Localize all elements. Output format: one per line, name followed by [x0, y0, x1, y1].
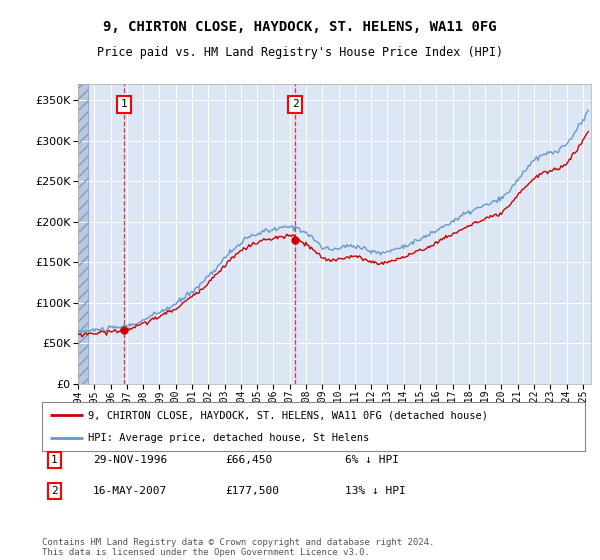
Text: Price paid vs. HM Land Registry's House Price Index (HPI): Price paid vs. HM Land Registry's House … — [97, 46, 503, 59]
Text: 16-MAY-2007: 16-MAY-2007 — [93, 486, 167, 496]
Bar — [78, 84, 88, 384]
Text: £177,500: £177,500 — [225, 486, 279, 496]
Text: 9, CHIRTON CLOSE, HAYDOCK, ST. HELENS, WA11 0FG: 9, CHIRTON CLOSE, HAYDOCK, ST. HELENS, W… — [103, 20, 497, 34]
Text: 6% ↓ HPI: 6% ↓ HPI — [345, 455, 399, 465]
Text: HPI: Average price, detached house, St Helens: HPI: Average price, detached house, St H… — [88, 433, 370, 443]
Text: 29-NOV-1996: 29-NOV-1996 — [93, 455, 167, 465]
Bar — [78, 84, 88, 384]
Text: 13% ↓ HPI: 13% ↓ HPI — [345, 486, 406, 496]
Text: 1: 1 — [121, 99, 128, 109]
Text: 9, CHIRTON CLOSE, HAYDOCK, ST. HELENS, WA11 0FG (detached house): 9, CHIRTON CLOSE, HAYDOCK, ST. HELENS, W… — [88, 410, 488, 421]
Text: Contains HM Land Registry data © Crown copyright and database right 2024.
This d: Contains HM Land Registry data © Crown c… — [42, 538, 434, 557]
Text: 2: 2 — [292, 99, 299, 109]
Text: £66,450: £66,450 — [225, 455, 272, 465]
Text: 2: 2 — [51, 486, 58, 496]
Text: 1: 1 — [51, 455, 58, 465]
